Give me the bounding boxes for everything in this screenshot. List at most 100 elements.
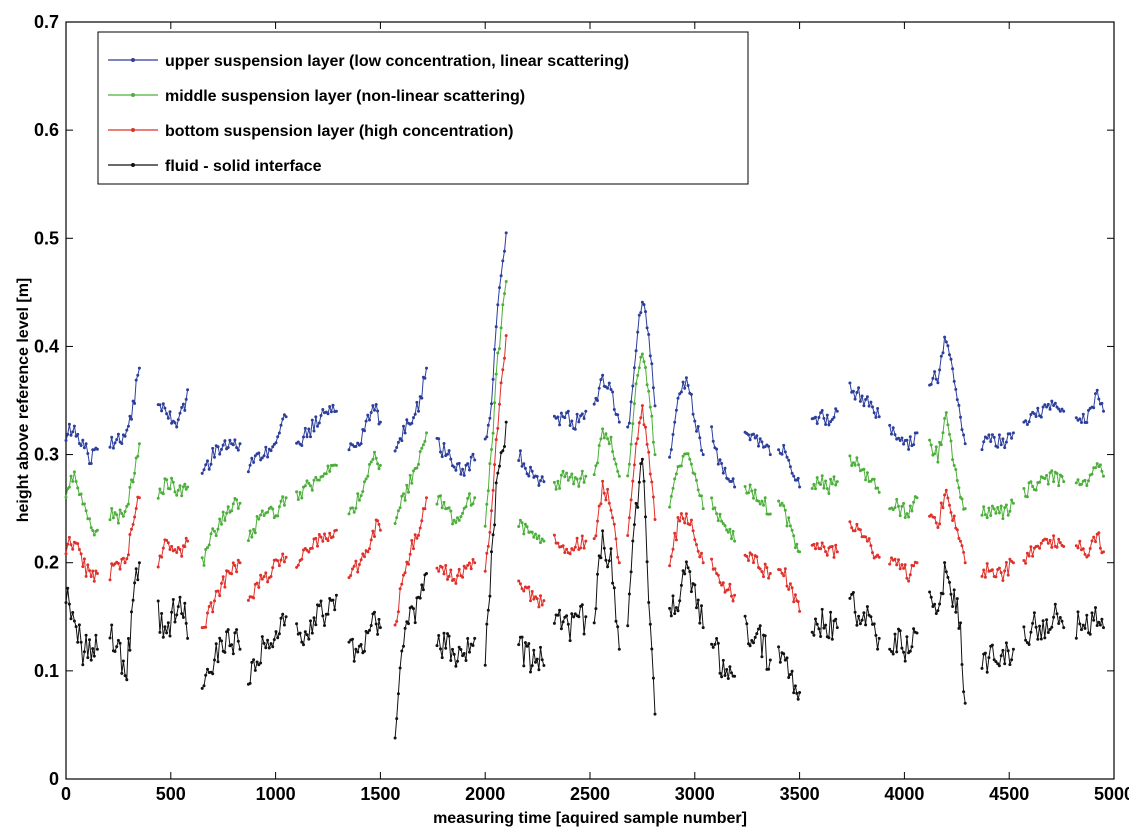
data-point bbox=[501, 449, 505, 453]
data-point bbox=[907, 579, 911, 583]
data-point bbox=[214, 534, 218, 538]
data-point bbox=[447, 449, 451, 453]
data-point bbox=[877, 636, 881, 640]
data-point bbox=[955, 597, 959, 601]
data-point bbox=[888, 423, 892, 427]
data-point bbox=[69, 617, 73, 621]
data-point bbox=[352, 659, 356, 663]
data-point bbox=[858, 622, 862, 626]
data-point bbox=[168, 634, 172, 638]
data-point bbox=[817, 416, 821, 419]
data-point bbox=[421, 443, 425, 447]
data-point bbox=[1062, 480, 1066, 484]
data-point bbox=[276, 435, 280, 439]
data-point bbox=[1090, 539, 1094, 543]
data-point bbox=[231, 561, 235, 565]
data-point bbox=[876, 553, 880, 557]
data-point bbox=[822, 545, 826, 549]
y-tick-label: 0.5 bbox=[34, 228, 59, 248]
data-point bbox=[88, 517, 91, 521]
data-point bbox=[216, 660, 220, 664]
data-point bbox=[128, 414, 132, 418]
data-point bbox=[176, 546, 180, 549]
data-point bbox=[696, 549, 700, 553]
data-point bbox=[223, 518, 227, 522]
data-point bbox=[319, 535, 323, 539]
data-point bbox=[954, 387, 958, 391]
data-point bbox=[459, 648, 463, 651]
data-point bbox=[277, 632, 281, 636]
data-point bbox=[614, 619, 618, 623]
data-point bbox=[357, 498, 361, 502]
data-point bbox=[128, 533, 132, 536]
data-point bbox=[713, 506, 717, 510]
data-point bbox=[377, 467, 381, 471]
data-point bbox=[170, 610, 174, 614]
data-point bbox=[364, 419, 368, 423]
data-point bbox=[983, 651, 987, 655]
data-point bbox=[310, 631, 314, 635]
data-point bbox=[1039, 541, 1043, 545]
data-point bbox=[893, 433, 897, 437]
data-point bbox=[173, 490, 177, 494]
data-point bbox=[858, 399, 862, 403]
data-point bbox=[606, 487, 610, 491]
data-point bbox=[1004, 440, 1008, 444]
data-point bbox=[1083, 552, 1087, 556]
data-point bbox=[1024, 638, 1028, 642]
data-point bbox=[255, 581, 259, 585]
data-point bbox=[601, 427, 605, 431]
data-point bbox=[170, 421, 174, 425]
data-point bbox=[276, 514, 280, 518]
data-point bbox=[785, 524, 789, 528]
data-point bbox=[688, 523, 692, 527]
data-point bbox=[133, 515, 137, 519]
data-point bbox=[180, 612, 184, 616]
data-point bbox=[529, 670, 532, 674]
data-point bbox=[490, 509, 493, 513]
data-point bbox=[71, 611, 75, 614]
data-point bbox=[817, 627, 821, 631]
data-point bbox=[864, 478, 868, 482]
data-point bbox=[314, 536, 318, 540]
data-point bbox=[558, 486, 562, 490]
data-point bbox=[225, 511, 229, 515]
data-point bbox=[1053, 602, 1057, 606]
data-point bbox=[584, 615, 588, 619]
data-point bbox=[449, 457, 453, 461]
data-point bbox=[669, 555, 673, 558]
data-point bbox=[466, 496, 470, 500]
data-point bbox=[783, 508, 787, 512]
data-point bbox=[853, 529, 857, 533]
data-point bbox=[118, 567, 122, 571]
data-point bbox=[788, 524, 792, 528]
data-point bbox=[695, 429, 698, 433]
data-point bbox=[402, 644, 405, 648]
data-point bbox=[328, 405, 332, 409]
data-point bbox=[415, 536, 419, 540]
data-point bbox=[108, 518, 112, 522]
data-point bbox=[996, 506, 1000, 509]
data-point bbox=[352, 564, 356, 568]
data-point bbox=[647, 333, 651, 336]
data-point bbox=[485, 435, 489, 439]
data-point bbox=[827, 636, 831, 640]
data-point bbox=[284, 415, 288, 419]
data-point bbox=[994, 575, 998, 579]
data-point bbox=[1076, 546, 1080, 550]
data-point bbox=[725, 528, 729, 532]
data-point bbox=[1094, 606, 1097, 610]
data-point bbox=[731, 477, 735, 481]
data-point bbox=[822, 626, 826, 630]
data-point bbox=[180, 554, 184, 558]
data-point bbox=[226, 446, 230, 449]
data-point bbox=[457, 461, 461, 465]
data-point bbox=[905, 438, 909, 442]
data-point bbox=[300, 444, 304, 447]
data-point bbox=[471, 558, 475, 561]
data-point bbox=[359, 494, 363, 498]
data-point bbox=[857, 386, 861, 390]
data-point bbox=[563, 475, 567, 479]
data-point bbox=[233, 438, 237, 442]
data-point bbox=[851, 591, 855, 594]
